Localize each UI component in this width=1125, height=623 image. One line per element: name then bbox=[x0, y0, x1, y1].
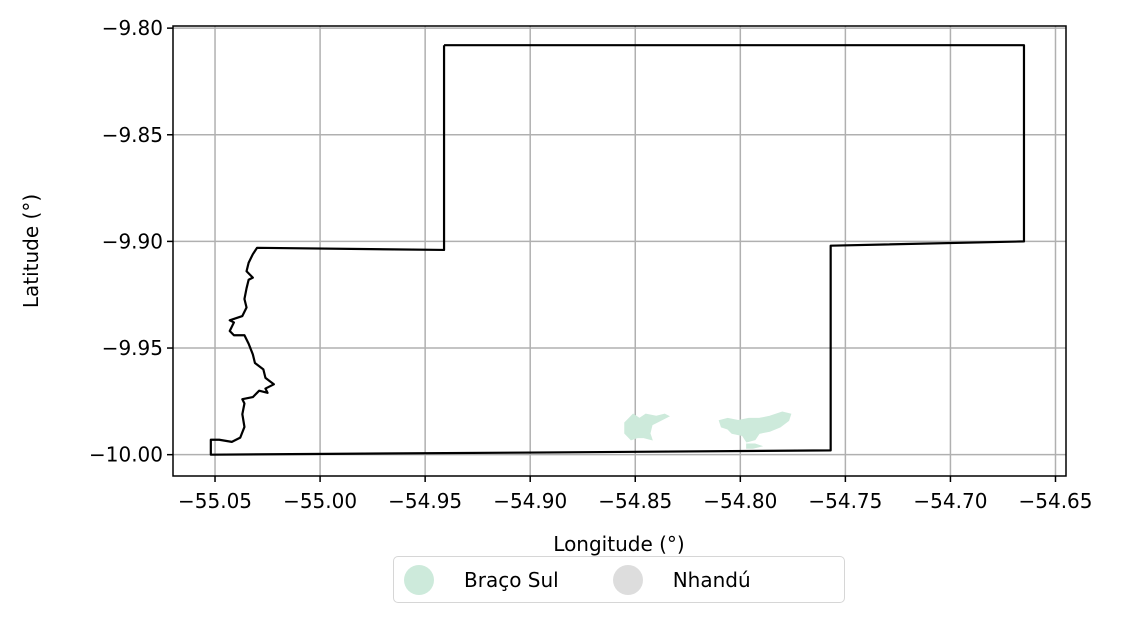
y-tick-label: −9.85 bbox=[102, 123, 163, 147]
region-patch bbox=[718, 411, 792, 443]
region-patch bbox=[624, 413, 670, 441]
x-tick-label: −54.70 bbox=[913, 489, 987, 513]
region-layer bbox=[624, 411, 792, 449]
y-axis-ticks: −9.80 −9.85 −9.90 −9.95 −10.00 bbox=[89, 16, 173, 467]
legend-item-nhandu: Nhandú bbox=[559, 557, 751, 602]
legend-label-braco-sul: Braço Sul bbox=[464, 567, 559, 592]
x-tick-label: −54.65 bbox=[1018, 489, 1092, 513]
boundary-layer bbox=[209, 44, 1026, 456]
y-tick-label: −9.80 bbox=[102, 16, 163, 40]
x-tick-label: −54.85 bbox=[598, 489, 672, 513]
legend-marker-braco-sul-icon bbox=[404, 564, 434, 595]
y-tick-label: −9.95 bbox=[102, 336, 163, 360]
x-tick-label: −54.80 bbox=[703, 489, 777, 513]
y-axis-title: Latitude (°) bbox=[19, 194, 43, 308]
x-tick-label: −54.95 bbox=[388, 489, 462, 513]
region-patch bbox=[746, 443, 764, 449]
legend-marker-nhandu-icon bbox=[612, 564, 643, 595]
x-axis-title: Longitude (°) bbox=[553, 532, 684, 556]
x-tick-label: −55.05 bbox=[178, 489, 252, 513]
plot-frame bbox=[172, 25, 1067, 477]
x-tick-label: −54.75 bbox=[808, 489, 882, 513]
x-tick-label: −54.90 bbox=[493, 489, 567, 513]
x-tick-label: −55.00 bbox=[283, 489, 357, 513]
study-area-boundary bbox=[209, 44, 1026, 456]
legend-item-braco-sul: Braço Sul bbox=[394, 557, 559, 602]
y-tick-label: −9.90 bbox=[102, 229, 163, 253]
y-tick-label: −10.00 bbox=[89, 443, 163, 467]
grid-lines bbox=[173, 26, 1066, 476]
x-axis-ticks: −55.05 −55.00 −54.95 −54.90 −54.85 −54.80 −54.… bbox=[178, 476, 1093, 513]
legend: Braço Sul Nhandú bbox=[393, 556, 845, 603]
legend-label-nhandu: Nhandú bbox=[672, 567, 751, 592]
